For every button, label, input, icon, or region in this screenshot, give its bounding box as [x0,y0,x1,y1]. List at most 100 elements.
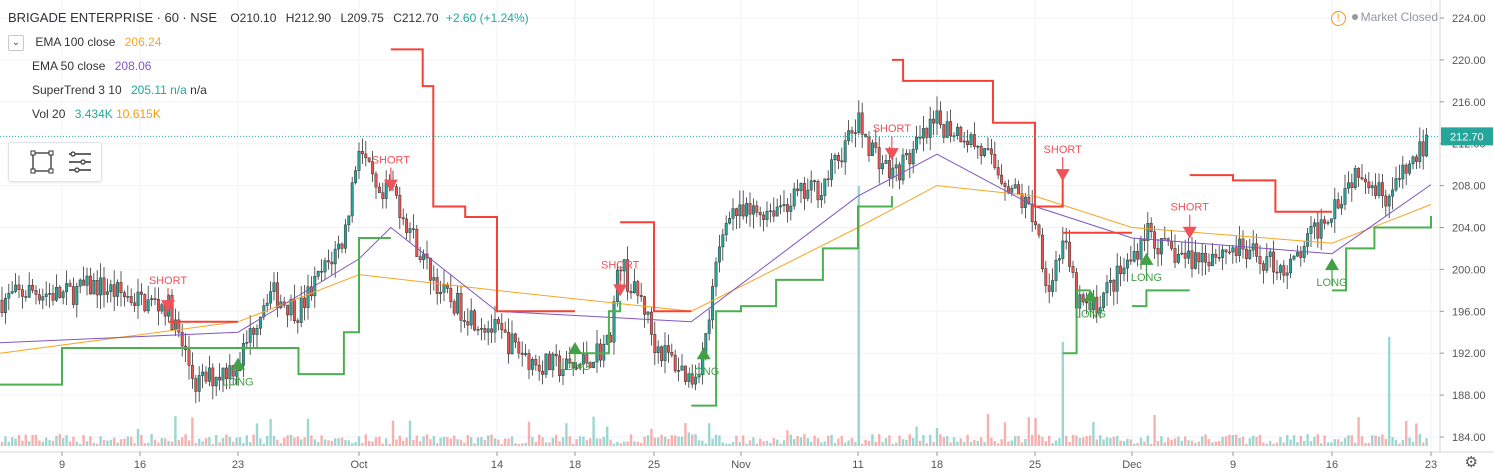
candle [755,200,759,217]
candle [925,126,929,144]
volume-bar [1371,435,1374,446]
candle [731,198,735,231]
volume-bar [657,437,660,446]
time-tick-label: 23 [1425,459,1437,471]
chart-legend: BRIGADE ENTERPRISE · 60 · NSE O210.10 H2… [8,6,529,126]
candle-body [734,208,738,217]
candle-body [721,234,725,248]
candle [1102,291,1106,311]
candle-body [422,253,426,260]
candle [1037,223,1041,239]
candle-body [728,218,732,224]
candle [490,314,494,344]
volume-bar [779,443,782,446]
candle-body [717,246,721,263]
candle-body [513,333,517,343]
candle-body [119,282,123,293]
candle-body [1221,249,1225,258]
volume-bar [1204,434,1207,446]
select-rectangle-icon[interactable] [29,149,55,175]
volume-bar [1337,439,1340,446]
candle [170,289,174,332]
indicator-ema50[interactable]: EMA 50 close 208.06 [8,54,529,78]
price-tick-label: 184.00 [1452,432,1486,444]
candle [452,299,456,316]
candle [116,279,120,306]
volume-bar [789,434,792,446]
volume-bar [245,435,248,446]
candle-body [252,328,256,335]
candle [204,366,208,385]
time-axis[interactable]: 9 16 23 Oct 14 18 25 Nov 11 18 25 Dec 9 16 23 [0,451,1494,474]
candle [622,259,626,285]
candle-body [377,186,381,194]
candle [1180,242,1184,256]
candle-body [190,365,194,379]
candle-body [646,311,650,315]
volume-bar [888,435,891,446]
indicator-supertrend[interactable]: SuperTrend 3 10 205.11 n/a n/a [8,78,529,102]
candle-body [1350,182,1354,189]
market-status-text: Market Closed [1360,10,1438,24]
long-signal-label: LONG [1131,272,1162,284]
volume-bar [160,437,163,446]
candle-body [1408,163,1412,174]
candle-body [806,189,810,199]
volume-bar [1214,441,1217,446]
candle-body [1095,296,1099,314]
volume-bar [388,443,391,446]
candle [874,129,878,154]
candle [534,354,538,371]
indicator-ema100[interactable]: ⌄ EMA 100 close 206.24 [8,30,529,54]
supertrend-up-line [1132,289,1190,308]
candle [564,351,568,370]
price-axis[interactable]: 224.00220.00216.00212.00208.00204.00200.… [1439,0,1494,452]
symbol-name[interactable]: BRIGADE ENTERPRISE [8,10,154,25]
candle-body [1295,252,1299,257]
indicator-volume[interactable]: Vol 20 3.434K 10.615K [8,102,529,126]
volume-bar [1054,440,1058,446]
volume-bar [1228,434,1231,446]
long-signal-label: LONG [222,377,253,389]
indicator-list-icon[interactable] [67,149,93,175]
candle-body [54,286,58,301]
volume-bar [806,438,809,446]
candle [1119,256,1123,287]
candle [915,125,919,154]
candle [456,285,460,316]
candle-body [102,277,106,295]
candle [1227,245,1231,255]
candle [697,362,701,384]
volume-bar [891,443,894,446]
candle-body [1112,279,1116,292]
volume-bar [1211,442,1214,446]
gear-icon[interactable]: ⚙ [1464,454,1478,471]
collapse-chevron-icon[interactable]: ⌄ [8,34,24,51]
interval-label[interactable]: 60 [164,10,179,25]
candle-body [1370,185,1374,189]
candle-body [755,205,759,213]
candle-body [241,342,245,366]
volume-bar [0,441,4,446]
candle [1068,230,1072,272]
volume-bar [167,440,170,446]
volume-bar [327,440,330,446]
candle-body [82,279,86,286]
volume-bar [283,437,286,446]
candle-body [507,332,511,355]
candle [153,287,157,306]
candle-body [503,329,507,333]
volume-bar [357,436,361,446]
candle-body [619,269,623,272]
candle-body [894,164,898,169]
candle-body [129,296,133,304]
candle [592,361,596,369]
market-status[interactable]: ! Market Closed [1330,10,1438,26]
volume-bar [949,442,952,446]
volume-bar [1201,436,1204,446]
volume-bar [323,439,327,446]
volume-bar [623,441,626,446]
candle-body [578,364,582,369]
candle-body [1258,256,1262,264]
